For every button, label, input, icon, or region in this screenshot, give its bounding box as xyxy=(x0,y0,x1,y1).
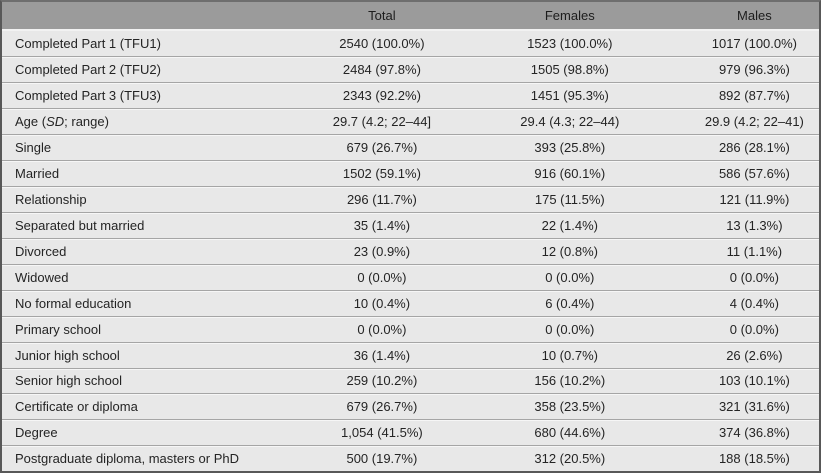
row-value-females: 916 (60.1%) xyxy=(475,160,664,187)
table-row: Single 679 (26.7%) 393 (25.8%) 286 (28.1… xyxy=(2,134,819,161)
row-label: Primary school xyxy=(2,315,288,343)
table-row: Certificate or diploma 679 (26.7%) 358 (… xyxy=(2,393,819,420)
row-value-males: 26 (2.6%) xyxy=(663,341,819,368)
row-label: Single xyxy=(2,134,288,161)
row-label: No formal education xyxy=(2,289,288,317)
row-value-total: 0 (0.0%) xyxy=(287,315,476,343)
row-value-males: 13 (1.3%) xyxy=(663,211,819,239)
table-row: Completed Part 1 (TFU1) 2540 (100.0%) 15… xyxy=(2,30,819,57)
row-value-total: 10 (0.4%) xyxy=(287,289,476,317)
row-label: Relationship xyxy=(2,185,288,213)
row-value-total: 36 (1.4%) xyxy=(287,341,476,368)
row-value-females: 680 (44.6%) xyxy=(475,419,664,446)
row-label: Senior high school xyxy=(2,367,288,394)
row-value-males: 1017 (100.0%) xyxy=(663,30,819,57)
table-row: No formal education 10 (0.4%) 6 (0.4%) 4… xyxy=(2,289,819,317)
table-row: Divorced 23 (0.9%) 12 (0.8%) 11 (1.1%) xyxy=(2,237,819,265)
row-label: Widowed xyxy=(2,263,288,291)
header-row: Total Females Males xyxy=(2,2,819,31)
row-value-females: 29.4 (4.3; 22–44) xyxy=(475,108,664,135)
row-value-females: 312 (20.5%) xyxy=(475,445,664,471)
row-label: Degree xyxy=(2,419,288,446)
row-value-males: 374 (36.8%) xyxy=(663,419,819,446)
row-value-total: 1,054 (41.5%) xyxy=(287,419,476,446)
row-label: Completed Part 1 (TFU1) xyxy=(2,30,288,57)
row-label: Married xyxy=(2,160,288,187)
row-value-males: 586 (57.6%) xyxy=(663,160,819,187)
row-value-males: 892 (87.7%) xyxy=(663,82,819,109)
row-value-total: 0 (0.0%) xyxy=(287,263,476,291)
row-value-females: 358 (23.5%) xyxy=(475,393,664,420)
row-value-males: 121 (11.9%) xyxy=(663,185,819,213)
row-value-males: 188 (18.5%) xyxy=(663,445,819,471)
header-cell-total: Total xyxy=(287,2,476,31)
row-label: Postgraduate diploma, masters or PhD xyxy=(2,445,288,471)
row-label: Certificate or diploma xyxy=(2,393,288,420)
row-value-males: 29.9 (4.2; 22–41) xyxy=(663,108,819,135)
table-row: Senior high school 259 (10.2%) 156 (10.2… xyxy=(2,367,819,394)
row-label: Separated but married xyxy=(2,211,288,239)
row-value-males: 0 (0.0%) xyxy=(663,315,819,343)
row-value-males: 103 (10.1%) xyxy=(663,367,819,394)
row-label: Divorced xyxy=(2,237,288,265)
row-label: Completed Part 2 (TFU2) xyxy=(2,56,288,83)
row-value-females: 156 (10.2%) xyxy=(475,367,664,394)
table-row: Relationship 296 (11.7%) 175 (11.5%) 121… xyxy=(2,185,819,213)
row-value-total: 1502 (59.1%) xyxy=(287,160,476,187)
table-row: Completed Part 2 (TFU2) 2484 (97.8%) 150… xyxy=(2,56,819,83)
table-row: Separated but married 35 (1.4%) 22 (1.4%… xyxy=(2,211,819,239)
row-value-females: 0 (0.0%) xyxy=(475,263,664,291)
table-row: Degree 1,054 (41.5%) 680 (44.6%) 374 (36… xyxy=(2,419,819,446)
row-value-total: 296 (11.7%) xyxy=(287,185,476,213)
row-value-females: 175 (11.5%) xyxy=(475,185,664,213)
table-row: Primary school 0 (0.0%) 0 (0.0%) 0 (0.0%… xyxy=(2,315,819,343)
row-value-males: 286 (28.1%) xyxy=(663,134,819,161)
row-value-females: 22 (1.4%) xyxy=(475,211,664,239)
table-row: Married 1502 (59.1%) 916 (60.1%) 586 (57… xyxy=(2,160,819,187)
row-value-total: 259 (10.2%) xyxy=(287,367,476,394)
row-value-total: 679 (26.7%) xyxy=(287,134,476,161)
row-value-females: 0 (0.0%) xyxy=(475,315,664,343)
row-value-females: 1505 (98.8%) xyxy=(475,56,664,83)
row-value-total: 2484 (97.8%) xyxy=(287,56,476,83)
row-value-total: 500 (19.7%) xyxy=(287,445,476,471)
table-body: Completed Part 1 (TFU1) 2540 (100.0%) 15… xyxy=(2,30,819,471)
row-value-females: 1523 (100.0%) xyxy=(475,30,664,57)
table-row: Completed Part 3 (TFU3) 2343 (92.2%) 145… xyxy=(2,82,819,109)
row-label: Completed Part 3 (TFU3) xyxy=(2,82,288,109)
row-value-total: 2343 (92.2%) xyxy=(287,82,476,109)
row-value-females: 10 (0.7%) xyxy=(475,341,664,368)
row-value-males: 979 (96.3%) xyxy=(663,56,819,83)
row-value-total: 29.7 (4.2; 22–44] xyxy=(287,108,476,135)
row-value-total: 23 (0.9%) xyxy=(287,237,476,265)
table-row: Widowed 0 (0.0%) 0 (0.0%) 0 (0.0%) xyxy=(2,263,819,291)
row-value-females: 12 (0.8%) xyxy=(475,237,664,265)
row-value-females: 1451 (95.3%) xyxy=(475,82,664,109)
row-value-males: 11 (1.1%) xyxy=(663,237,819,265)
row-value-total: 679 (26.7%) xyxy=(287,393,476,420)
row-value-males: 4 (0.4%) xyxy=(663,289,819,317)
header-cell-males: Males xyxy=(663,2,819,31)
row-value-females: 393 (25.8%) xyxy=(475,134,664,161)
header-cell-empty xyxy=(2,2,288,31)
table-row: Junior high school 36 (1.4%) 10 (0.7%) 2… xyxy=(2,341,819,368)
row-value-total: 35 (1.4%) xyxy=(287,211,476,239)
row-value-males: 321 (31.6%) xyxy=(663,393,819,420)
row-value-males: 0 (0.0%) xyxy=(663,263,819,291)
header-cell-females: Females xyxy=(475,2,664,31)
row-value-total: 2540 (100.0%) xyxy=(287,30,476,57)
row-label: Age (SD; range) xyxy=(2,108,288,135)
row-label: Junior high school xyxy=(2,341,288,368)
row-value-females: 6 (0.4%) xyxy=(475,289,664,317)
table-row: Age (SD; range) 29.7 (4.2; 22–44] 29.4 (… xyxy=(2,108,819,135)
table-row: Postgraduate diploma, masters or PhD 500… xyxy=(2,445,819,471)
